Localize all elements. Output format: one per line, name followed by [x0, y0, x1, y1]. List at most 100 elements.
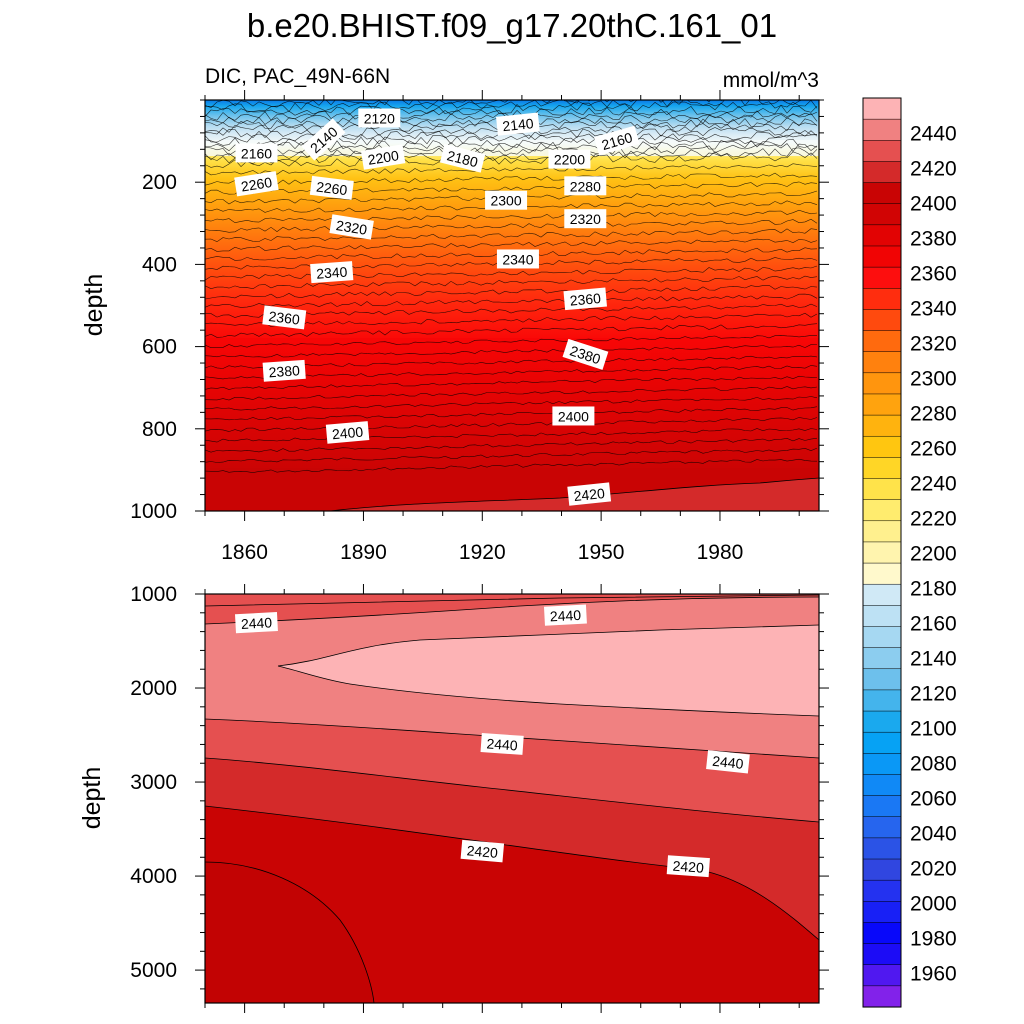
contour-label-box	[460, 839, 505, 863]
contour-label-text: 2200	[367, 147, 400, 168]
upper-contour	[205, 275, 818, 290]
upper-contour	[205, 147, 818, 164]
upper-contour	[205, 209, 818, 224]
colorbar-box	[862, 626, 902, 649]
colorbar-box	[862, 541, 902, 564]
contour-label-box	[567, 482, 612, 506]
colorbar-label: 2080	[910, 753, 957, 776]
lower-contour-g	[205, 805, 819, 941]
colorbar-label: 2060	[910, 788, 957, 811]
contour-label: 2280	[564, 176, 607, 196]
contour-label-text: 2440	[712, 753, 745, 772]
contour-label: 2320	[329, 214, 374, 240]
colorbar-box	[862, 203, 902, 226]
upper-contour	[205, 130, 818, 146]
contour-label-text: 2400	[558, 408, 589, 424]
colorbar: 2440 2420 2400 2380 2360 2340 2320 2300 2280 2260…	[862, 97, 957, 1008]
contour-label: 2120	[358, 108, 401, 128]
y-tick-label: 4000	[130, 865, 177, 888]
contour-label-text: 2260	[315, 179, 348, 199]
colorbar-box	[862, 816, 902, 839]
upper-contour	[205, 458, 818, 474]
contour-label-text: 2140	[502, 115, 535, 134]
upper-contour	[205, 335, 817, 349]
upper-y-axis-title: depth	[80, 274, 108, 337]
contour-label-text: 2340	[502, 251, 533, 267]
colorbar-box	[862, 140, 902, 162]
colorbar-label: 2260	[910, 438, 957, 461]
colorbar-box	[862, 647, 902, 670]
contour-label: 2420	[666, 855, 710, 878]
upper-contour	[205, 375, 818, 390]
contour-label: 2440	[235, 612, 278, 634]
colorbar-box	[862, 922, 902, 945]
contour-label-box	[666, 855, 710, 878]
lower-contour-f	[205, 757, 819, 823]
contour-label-text: 2420	[573, 485, 606, 504]
x-tick-label: 1890	[340, 541, 387, 564]
upper-contour	[205, 100, 794, 108]
contour-label-box	[564, 209, 607, 229]
colorbar-label: 2380	[910, 228, 957, 251]
upper-contour	[205, 238, 818, 252]
upper-contour	[205, 143, 818, 161]
upper-contour	[205, 417, 818, 432]
contour-label-box	[548, 149, 591, 169]
lower-contour-c	[277, 624, 819, 667]
y-tick-label: 5000	[130, 959, 177, 982]
colorbar-box	[862, 182, 902, 205]
colorbar-box	[862, 118, 902, 141]
colorbar-label: 1960	[910, 963, 957, 986]
colorbar-box	[862, 393, 902, 416]
upper-contour	[205, 344, 818, 358]
contour-label: 2320	[564, 209, 607, 229]
contour-label-box	[543, 604, 587, 626]
contour-label-text: 2280	[570, 178, 601, 194]
upper-contour	[205, 163, 818, 176]
contour-label-text: 2120	[364, 110, 395, 126]
upper-contour	[205, 406, 818, 421]
contour-label-box	[301, 118, 346, 161]
upper-contour	[205, 293, 818, 308]
colorbar-box	[862, 520, 902, 543]
lower-2440-upper-band	[205, 594, 819, 606]
contour-label-box	[563, 287, 607, 311]
colorbar-box	[862, 245, 902, 268]
figure-title: b.e20.BHIST.f09_g17.20thC.161_01	[247, 7, 777, 44]
colorbar-box	[862, 879, 902, 902]
lower-contour-labels: 2440 2440 2440 2440 2420 2420	[235, 604, 750, 878]
upper-contour	[205, 218, 818, 233]
contour-label-box	[496, 249, 539, 269]
contour-label-text: 2260	[240, 174, 273, 195]
colorbar-box	[862, 309, 902, 332]
colorbar-box	[862, 414, 902, 437]
upper-contour	[205, 228, 818, 243]
contour-label-box	[485, 190, 528, 210]
contour-label: 2160	[235, 143, 278, 163]
colorbar-box	[862, 668, 902, 691]
lower-2460-bottom-corner	[205, 862, 374, 1003]
upper-contour	[205, 312, 818, 327]
x-tick-label: 1980	[697, 541, 744, 564]
contour-label-box	[360, 144, 406, 170]
upper-contour	[205, 323, 818, 338]
colorbar-label: 2220	[910, 508, 957, 531]
colorbar-box	[862, 689, 902, 712]
left-string: DIC, PAC_49N-66N	[205, 65, 390, 88]
contour-label: 2140	[496, 112, 540, 136]
lower-contour-lines	[205, 594, 819, 1003]
y-tick-label: 400	[142, 253, 177, 276]
contour-label: 2180	[439, 143, 486, 173]
contour-label-box	[262, 359, 306, 382]
lower-contour-b	[205, 596, 819, 625]
right-string: mmol/m^3	[723, 69, 819, 92]
contour-label-box	[552, 406, 595, 426]
x-tick-label: 1920	[459, 541, 506, 564]
colorbar-box	[862, 562, 902, 585]
contour-label: 2420	[567, 482, 612, 506]
upper-y-axis: 200 400 600 800 1000	[130, 99, 829, 523]
colorbar-box	[862, 985, 902, 1008]
y-tick-label: 600	[142, 336, 177, 359]
contour-label-text: 2360	[569, 290, 602, 309]
colorbar-label: 2400	[910, 193, 957, 216]
